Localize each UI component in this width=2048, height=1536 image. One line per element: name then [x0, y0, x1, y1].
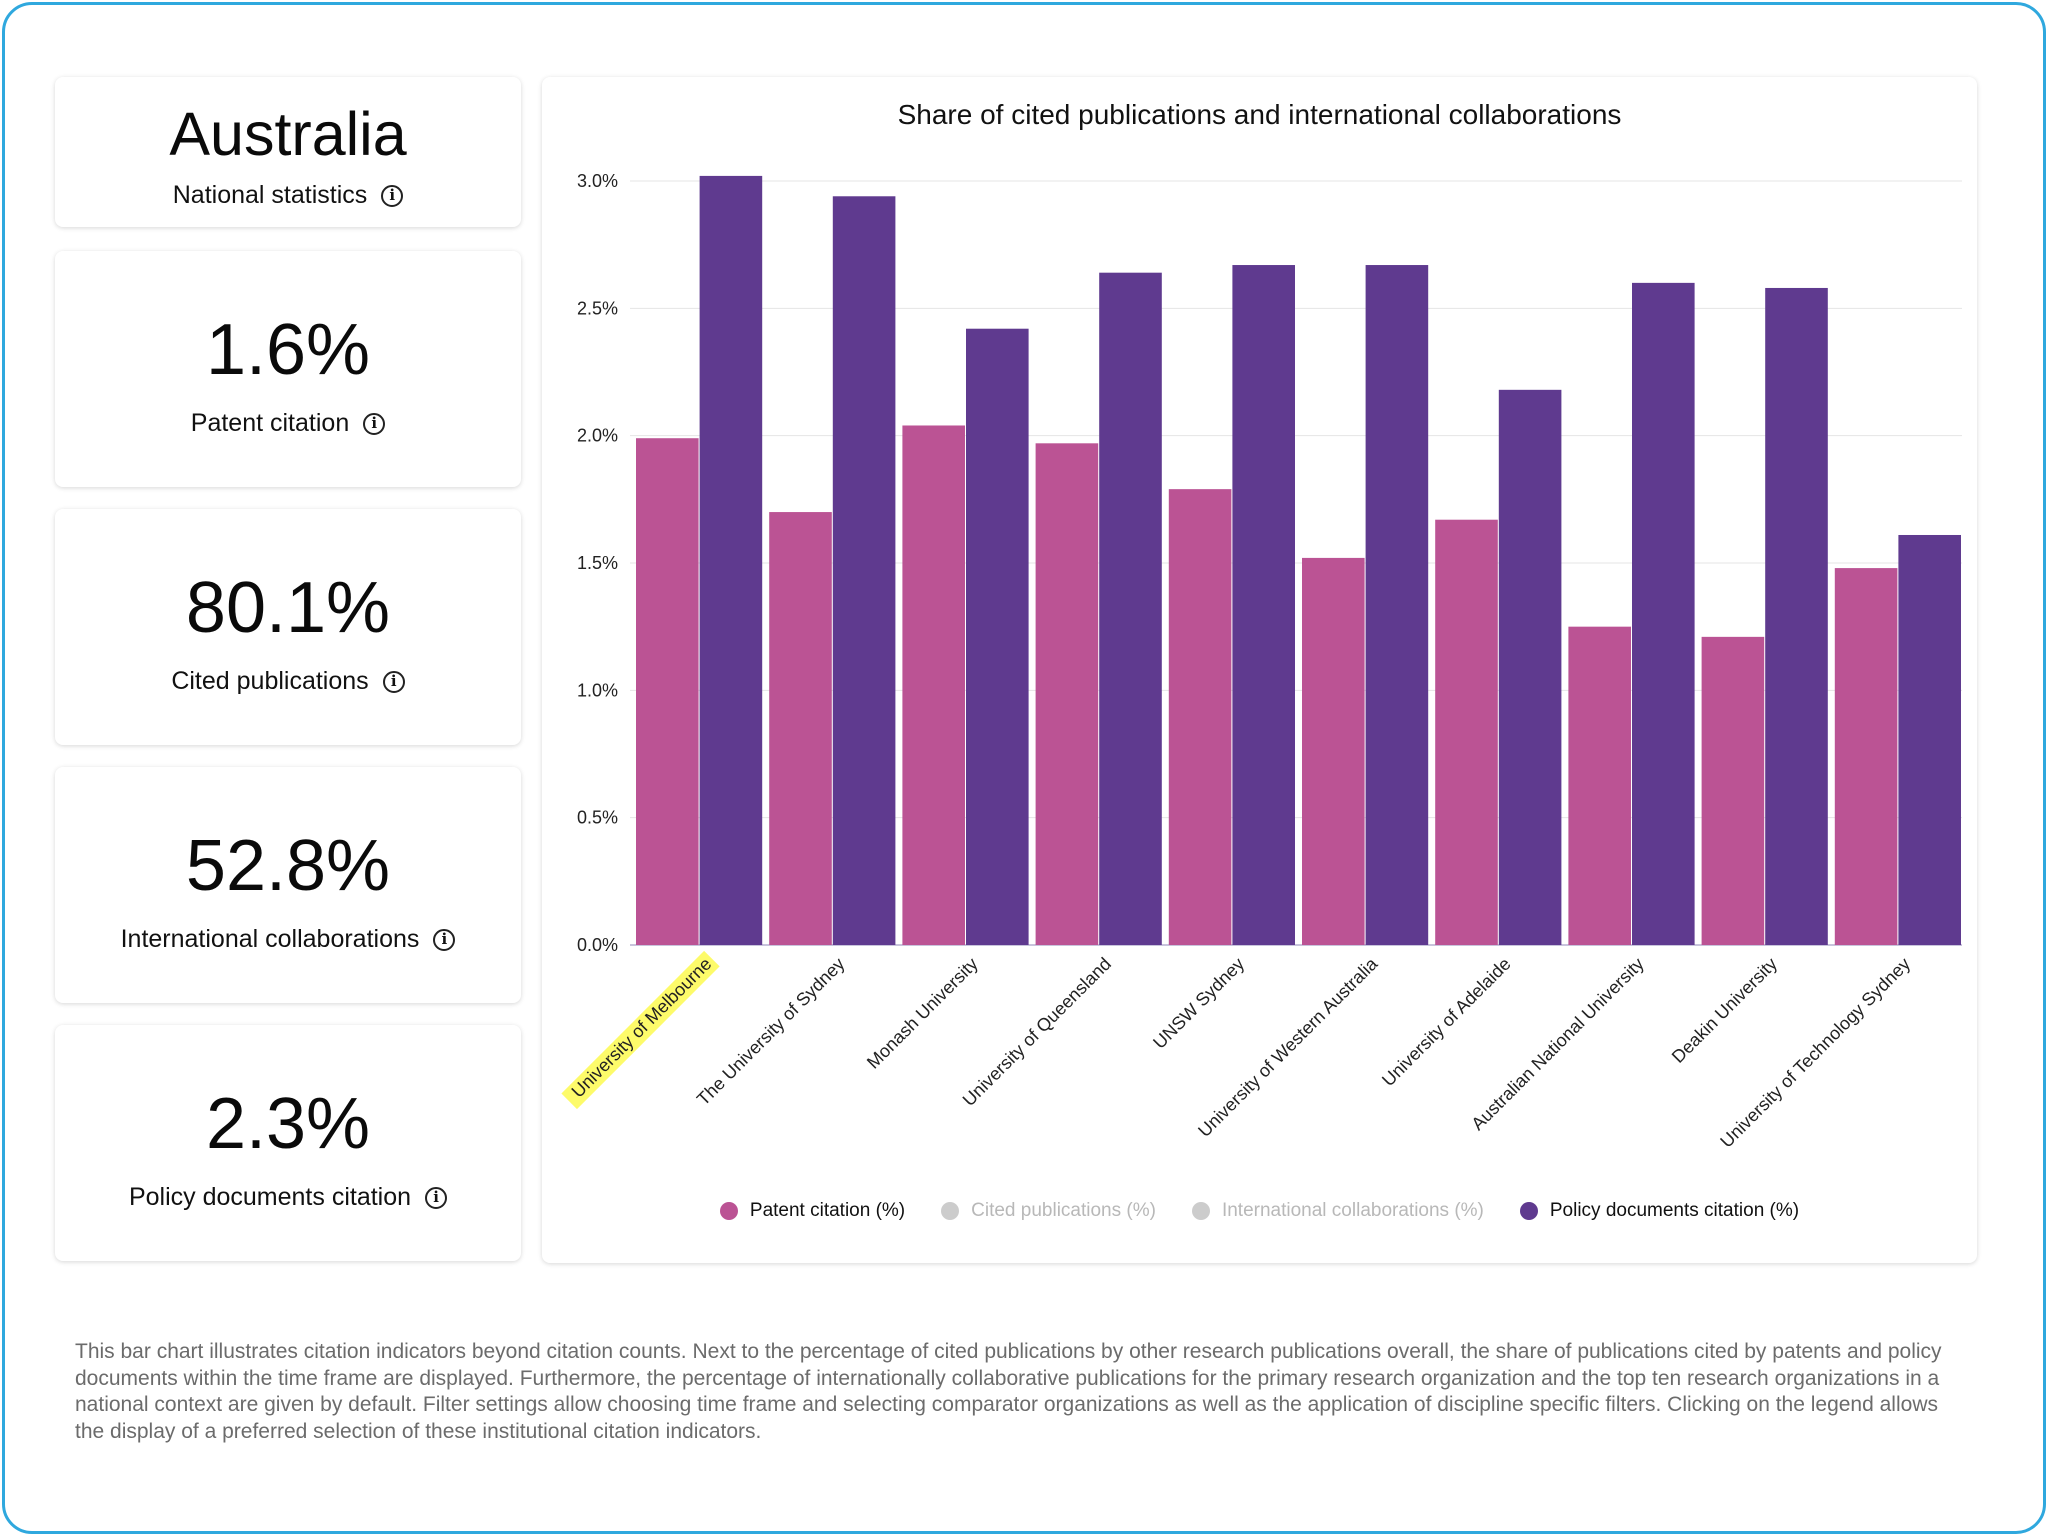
bar[interactable]: Australian National University: 1.25% [1568, 626, 1631, 945]
bar[interactable]: University of Technology Sydney: 1.61% [1898, 534, 1961, 945]
stat-card-cited-publications: 80.1% Cited publications i [55, 509, 521, 745]
bar-chart: 0.0% 0.5% 1.0% 1.5% 2.0% 2.5% 3.0% University o… [561, 171, 1962, 1152]
national-statistics-label: National statistics i [55, 181, 521, 210]
legend-label: Policy documents citation (%) [1549, 1200, 1800, 1221]
x-tick-label: Monash University [863, 954, 982, 1073]
chart-description: This bar chart illustrates citation indi… [75, 1340, 1942, 1443]
bar[interactable]: The University of Sydney: 2.94% [832, 196, 896, 945]
bar[interactable]: UNSW Sydney: 1.79% [1168, 489, 1232, 945]
country-card: Australia National statistics i [55, 77, 521, 227]
bar[interactable]: Deakin University: 2.58% [1765, 287, 1828, 945]
x-tick-highlight [561, 950, 720, 1110]
stat-card-patent-citation: 1.6% Patent citation i [55, 251, 521, 487]
stat-value: 1.6% [205, 310, 371, 390]
stat-value: 52.8% [185, 826, 391, 906]
x-tick-label: University of Adelaide [1378, 954, 1515, 1091]
x-tick-label: UNSW Sydney [1149, 954, 1248, 1053]
bar[interactable]: The University of Sydney: 1.7% [769, 512, 832, 945]
bar[interactable]: Monash University: 2.42% [966, 328, 1029, 945]
chart-legend: Patent citation (%) Cited publications (%… [542, 1200, 1977, 1222]
legend-item[interactable]: International collaborations (%) [1191, 1200, 1484, 1222]
legend-label: International collaborations (%) [1221, 1200, 1484, 1221]
x-tick-label: The University of Sydney [693, 954, 849, 1110]
chart-title: Share of cited publications and internat… [897, 99, 1622, 130]
stat-label: International collaborations i [55, 925, 521, 954]
bar[interactable]: University of Adelaide: 1.67% [1435, 519, 1498, 945]
stat-value: 80.1% [185, 568, 391, 648]
x-tick-label: Deakin University [1668, 954, 1781, 1067]
x-tick-label: University of Melbourne [568, 954, 716, 1102]
info-icon[interactable]: i [381, 184, 404, 207]
y-tick-label: 2.5% [577, 298, 618, 318]
stat-label-text: Cited publications [171, 667, 369, 695]
bar[interactable]: University of Western Australia: 2.67% [1365, 265, 1429, 945]
country-name: Australia [169, 100, 407, 168]
info-icon[interactable]: i [433, 928, 456, 951]
legend-item[interactable]: Cited publications (%) [941, 1200, 1156, 1222]
stat-card-policy-documents-citation: 2.3% Policy documents citation i [55, 1025, 521, 1261]
stat-label-text: International collaborations [120, 925, 420, 953]
info-icon[interactable]: i [425, 1186, 448, 1209]
bar[interactable]: University of Queensland: 2.64% [1099, 272, 1162, 945]
y-tick-label: 1.0% [577, 680, 618, 700]
legend-label: Cited publications (%) [971, 1200, 1156, 1221]
stat-label-text: Patent citation [190, 409, 350, 437]
legend-dot-icon [1519, 1202, 1538, 1220]
bar[interactable]: Australian National University: 2.6% [1632, 282, 1695, 945]
bar[interactable]: UNSW Sydney: 2.67% [1232, 265, 1295, 945]
bar[interactable]: University of Technology Sydney: 1.48% [1834, 568, 1898, 945]
info-icon[interactable]: i [363, 412, 386, 435]
national-statistics-text: National statistics [172, 181, 368, 209]
legend-item[interactable]: Patent citation (%) [719, 1200, 906, 1222]
y-tick-label: 1.5% [577, 553, 618, 573]
y-tick-label: 0.0% [577, 935, 618, 955]
legend-dot-icon [941, 1202, 960, 1220]
stat-label: Cited publications i [55, 667, 521, 696]
legend-dot-icon [719, 1202, 738, 1220]
legend-item[interactable]: Policy documents citation (%) [1519, 1200, 1800, 1222]
bar[interactable]: Deakin University: 1.21% [1701, 636, 1765, 945]
bar[interactable]: University of Melbourne: 1.99% [636, 438, 699, 945]
stat-label: Patent citation i [55, 409, 521, 438]
y-tick-label: 3.0% [577, 171, 618, 191]
y-tick-label: 2.0% [577, 426, 618, 446]
stat-value: 2.3% [205, 1084, 371, 1164]
bar[interactable]: University of Adelaide: 2.18% [1498, 389, 1562, 945]
stat-card-international-collaborations: 52.8% International collaborations i [55, 767, 521, 1003]
legend-label: Patent citation (%) [749, 1200, 906, 1221]
y-tick-label: 0.5% [577, 808, 618, 828]
info-icon[interactable]: i [382, 670, 405, 693]
x-tick-label: University of Queensland [959, 954, 1115, 1110]
bar[interactable]: University of Melbourne: 3.02% [699, 175, 763, 945]
stat-label-text: Policy documents citation [128, 1183, 412, 1211]
bar[interactable]: University of Queensland: 1.97% [1035, 443, 1099, 945]
stat-label: Policy documents citation i [55, 1183, 521, 1212]
chart-card: Share of cited publications and internat… [542, 77, 1977, 1263]
bar[interactable]: Monash University: 2.04% [902, 425, 965, 946]
legend-dot-icon [1191, 1202, 1210, 1220]
bar[interactable]: University of Western Australia: 1.52% [1302, 557, 1365, 945]
